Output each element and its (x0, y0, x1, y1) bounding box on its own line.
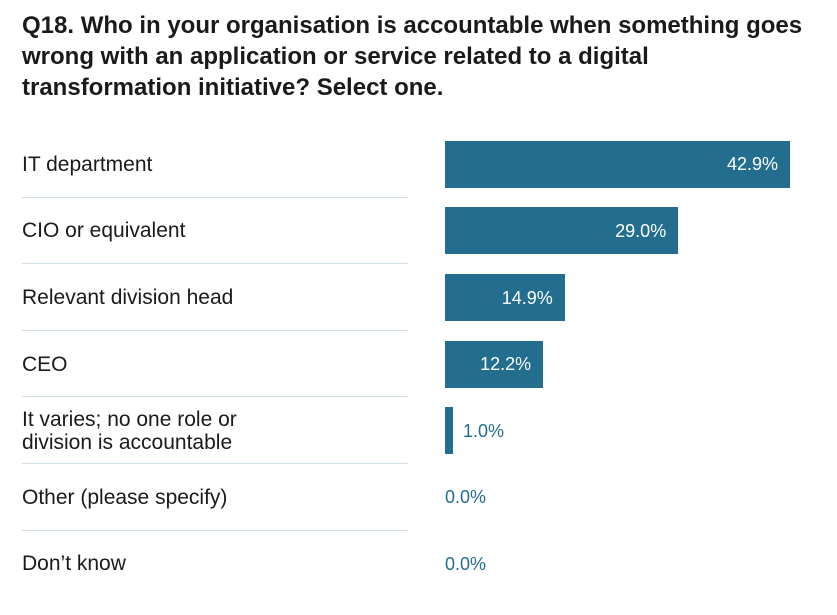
bar (445, 407, 454, 455)
value-label: 14.9% (501, 287, 553, 308)
value-label: 12.2% (480, 354, 532, 375)
value-label: 1.0% (463, 420, 505, 441)
category-label: It varies; no one role or division is ac… (22, 407, 237, 454)
chart-title: Q18. Who in your organisation is account… (22, 12, 803, 101)
row-divider (22, 196, 408, 198)
row-divider (22, 329, 408, 331)
category-label: Relevant division head (22, 286, 234, 309)
row-divider (22, 463, 408, 464)
row-divider (22, 263, 408, 265)
category-label: CEO (22, 352, 68, 376)
row-divider (22, 396, 408, 398)
bar (445, 140, 790, 188)
category-label: Other (please specify) (22, 485, 228, 509)
row-divider (22, 529, 408, 531)
category-label: Don’t know (22, 552, 126, 576)
bar (445, 207, 679, 255)
value-label: 0.0% (445, 553, 487, 574)
bar (445, 274, 565, 321)
category-label: IT department (22, 152, 153, 176)
value-label: 0.0% (445, 487, 487, 508)
value-label: 29.0% (615, 220, 667, 241)
category-label: CIO or equivalent (22, 219, 186, 243)
bar (445, 340, 544, 388)
value-label: 42.9% (726, 154, 778, 175)
